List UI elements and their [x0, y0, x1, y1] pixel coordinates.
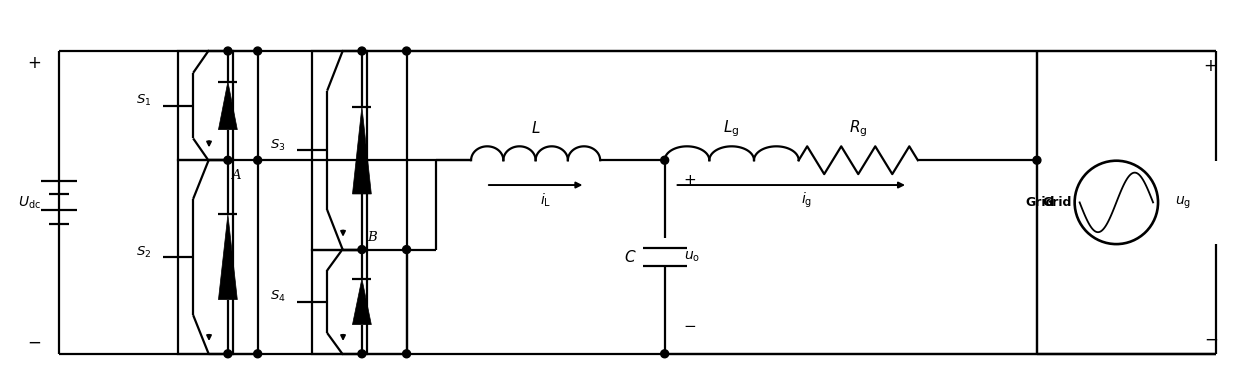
Text: B: B: [367, 231, 377, 244]
Circle shape: [224, 47, 232, 55]
Circle shape: [358, 245, 366, 253]
Text: $-$: $-$: [683, 317, 696, 331]
Text: $i_{\rm g}$: $i_{\rm g}$: [801, 190, 812, 210]
Circle shape: [358, 47, 366, 55]
Polygon shape: [218, 82, 237, 130]
Text: $S_1$: $S_1$: [136, 93, 151, 108]
Text: A: A: [231, 169, 241, 182]
Bar: [312, 250, 367, 354]
Circle shape: [661, 350, 668, 358]
Polygon shape: [352, 107, 371, 194]
Circle shape: [403, 245, 410, 253]
Bar: [312, 51, 367, 250]
Circle shape: [403, 350, 410, 358]
Text: $S_2$: $S_2$: [136, 244, 151, 260]
Circle shape: [224, 350, 232, 358]
Text: $u_{\rm o}$: $u_{\rm o}$: [684, 250, 701, 264]
Text: $u_{\rm g}$: $u_{\rm g}$: [1174, 194, 1190, 211]
Circle shape: [254, 350, 262, 358]
Text: $-$: $-$: [27, 333, 41, 351]
Text: $S_3$: $S_3$: [270, 138, 285, 153]
Text: $R_{\rm g}$: $R_{\rm g}$: [849, 118, 868, 139]
Polygon shape: [218, 214, 237, 299]
Text: $i_{\rm L}$: $i_{\rm L}$: [539, 191, 551, 209]
Circle shape: [661, 156, 668, 164]
Text: +: +: [27, 54, 41, 72]
Text: Grid: Grid: [1043, 196, 1071, 209]
Circle shape: [403, 47, 410, 55]
Circle shape: [254, 47, 262, 55]
Circle shape: [254, 156, 262, 164]
Circle shape: [224, 156, 232, 164]
Text: $-$: $-$: [1204, 330, 1218, 348]
Circle shape: [358, 350, 366, 358]
Text: $L_{\rm g}$: $L_{\rm g}$: [723, 118, 740, 139]
Circle shape: [1033, 156, 1040, 164]
Bar: [179, 51, 233, 160]
Text: $U_{\rm dc}$: $U_{\rm dc}$: [17, 194, 41, 211]
Text: +: +: [1204, 57, 1218, 75]
Text: $L$: $L$: [531, 120, 541, 136]
Text: +: +: [683, 173, 696, 188]
Bar: [179, 160, 233, 354]
Text: Grid: Grid: [1025, 196, 1055, 209]
Text: $S_4$: $S_4$: [270, 289, 285, 304]
Polygon shape: [352, 279, 371, 325]
Text: $C$: $C$: [624, 249, 636, 265]
